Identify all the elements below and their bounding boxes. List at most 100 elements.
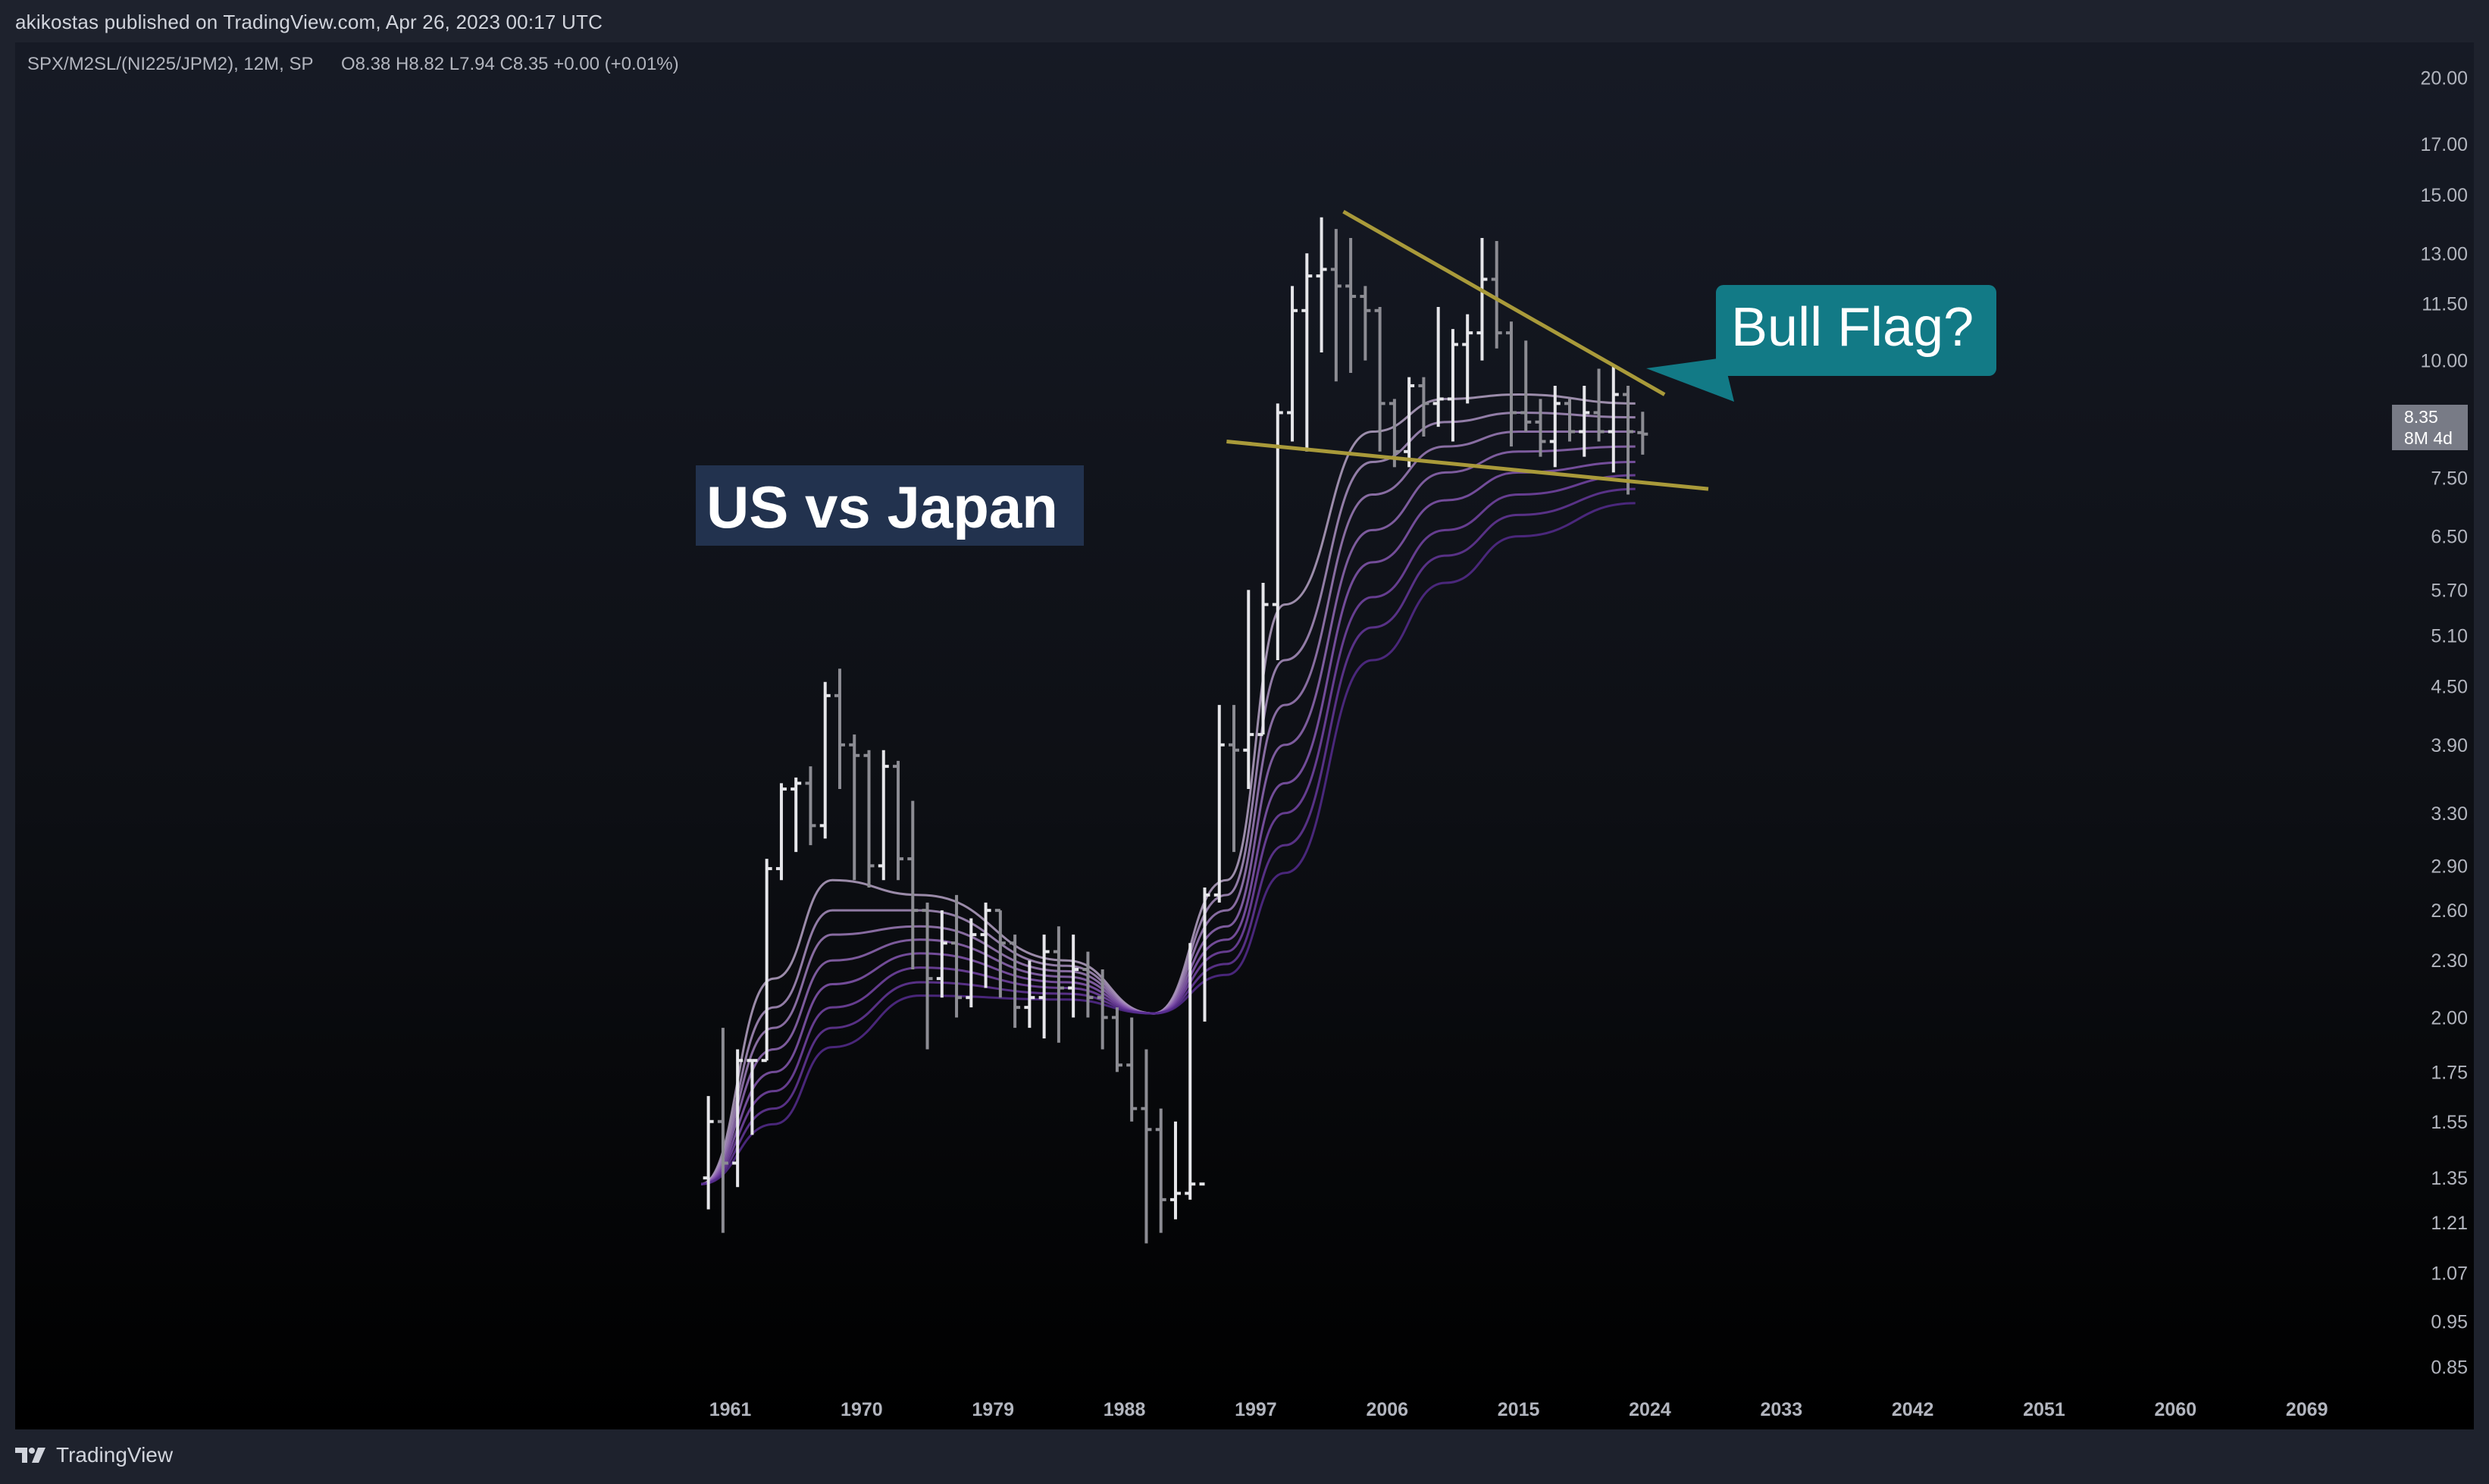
x-axis[interactable]: 1961 1970 1979 1988 1997 2006 2015 2024 2033 2042… xyxy=(709,1399,2328,1420)
price-tag-value: 8.35 xyxy=(2404,407,2438,427)
trendlines[interactable] xyxy=(1226,210,1709,491)
price-chart[interactable]: SPX/M2SL/(NI225/JPM2), 12M, SP O8.38 H8.8… xyxy=(15,42,2474,1429)
y-tick-label: 5.70 xyxy=(2431,580,2468,601)
ma-line xyxy=(700,445,1636,1185)
ohlc-bar xyxy=(1213,705,1225,903)
ohlc-bars xyxy=(703,217,1648,1244)
y-tick-label: 10.00 xyxy=(2420,351,2468,372)
ohlc-bar xyxy=(1462,314,1473,404)
y-axis[interactable]: 20.00 17.00 15.00 13.00 11.50 10.00 7.50 6.50 5.… xyxy=(2420,67,2468,1378)
title-text: US vs Japan xyxy=(706,474,1058,540)
ohlc-bar xyxy=(1155,1108,1166,1233)
ohlc-bar xyxy=(1257,583,1269,737)
ohlc-bar xyxy=(1330,229,1342,382)
ohlc-bar xyxy=(922,902,933,1050)
ohlc-bar xyxy=(893,760,904,881)
ma-line xyxy=(700,474,1636,1185)
ma-line xyxy=(700,487,1636,1185)
ohlc-bar xyxy=(1360,286,1371,361)
legend-ohlc: O8.38 H8.82 L7.94 C8.35 +0.00 (+0.01%) xyxy=(341,54,679,74)
y-tick-label: 11.50 xyxy=(2422,293,2468,315)
x-tick-label: 2042 xyxy=(1892,1399,1934,1420)
ohlc-bar xyxy=(1623,385,1634,495)
y-tick-label: 13.00 xyxy=(2420,243,2468,265)
x-tick-label: 2024 xyxy=(1629,1399,1671,1420)
ohlc-bar xyxy=(1169,1121,1181,1219)
x-tick-label: 2060 xyxy=(2155,1399,2197,1420)
ohlc-bar xyxy=(994,909,1006,998)
x-tick-label: 2051 xyxy=(2023,1399,2065,1420)
ohlc-bar xyxy=(1637,412,1648,455)
trendline[interactable] xyxy=(1342,210,1666,396)
ohlc-bar xyxy=(966,918,977,1008)
callout-annotation[interactable]: Bull Flag? xyxy=(1646,285,1996,402)
ma-line xyxy=(700,502,1636,1185)
y-tick-label: 3.30 xyxy=(2431,803,2468,825)
ohlc-bar xyxy=(1520,340,1532,432)
y-tick-label: 1.55 xyxy=(2431,1112,2468,1133)
ohlc-bar xyxy=(1579,385,1590,457)
ma-line xyxy=(700,411,1636,1185)
ohlc-bar xyxy=(791,777,802,853)
ohlc-bar xyxy=(849,734,860,881)
chart-area[interactable]: SPX/M2SL/(NI225/JPM2), 12M, SP O8.38 H8.8… xyxy=(15,42,2474,1429)
ohlc-bar xyxy=(1038,935,1050,1039)
trendline[interactable] xyxy=(1226,440,1709,491)
tradingview-logo-icon xyxy=(15,1448,45,1463)
ohlc-bar xyxy=(1491,240,1502,349)
ohlc-bar xyxy=(1418,377,1429,437)
y-tick-label: 2.30 xyxy=(2431,950,2468,972)
y-tick-label: 5.10 xyxy=(2431,625,2468,647)
x-tick-label: 2033 xyxy=(1760,1399,1802,1420)
y-tick-label: 0.85 xyxy=(2431,1357,2468,1378)
y-tick-label: 7.50 xyxy=(2431,468,2468,490)
ohlc-bar xyxy=(1111,1007,1122,1072)
y-tick-label: 3.90 xyxy=(2431,735,2468,756)
x-tick-label: 2006 xyxy=(1366,1399,1408,1420)
y-tick-label: 4.50 xyxy=(2431,677,2468,698)
ohlc-bar xyxy=(1505,321,1517,447)
ohlc-bar xyxy=(1316,217,1327,352)
title-annotation[interactable]: US vs Japan xyxy=(696,465,1084,546)
ohlc-bar xyxy=(980,902,991,988)
ohlc-bar xyxy=(1243,590,1254,790)
x-tick-label: 2069 xyxy=(2286,1399,2328,1420)
ohlc-bar xyxy=(1199,887,1210,1186)
x-tick-label: 2015 xyxy=(1498,1399,1540,1420)
ohlc-bar xyxy=(1185,943,1196,1200)
ohlc-bar xyxy=(819,681,831,839)
x-tick-label: 1970 xyxy=(841,1399,883,1420)
ohlc-bar xyxy=(1593,368,1605,442)
publish-info: akikostas published on TradingView.com, … xyxy=(15,11,603,33)
ohlc-bar xyxy=(1404,377,1415,468)
y-tick-label: 6.50 xyxy=(2431,527,2468,548)
ohlc-bar xyxy=(1301,253,1313,452)
y-tick-label: 2.00 xyxy=(2431,1007,2468,1028)
ohlc-bar xyxy=(936,910,947,998)
legend-symbol: SPX/M2SL/(NI225/JPM2), 12M, SP xyxy=(27,54,313,74)
price-tag-box xyxy=(2392,405,2468,450)
y-tick-label: 1.21 xyxy=(2431,1213,2468,1234)
ohlc-bar xyxy=(805,766,816,846)
ohlc-bar xyxy=(1476,237,1488,361)
ohlc-bar xyxy=(1564,399,1576,442)
y-tick-label: 17.00 xyxy=(2420,134,2468,155)
ohlc-bar xyxy=(1082,951,1094,1018)
y-tick-label: 1.07 xyxy=(2431,1263,2468,1284)
ohlc-bar xyxy=(1549,385,1561,468)
ohlc-bar xyxy=(1024,960,1035,1028)
tradingview-logo[interactable]: TradingView xyxy=(15,1443,173,1467)
callout-text: Bull Flag? xyxy=(1731,297,1974,358)
ohlc-bar xyxy=(863,750,875,888)
ohlc-bar xyxy=(1068,935,1079,1018)
ohlc-bar xyxy=(1535,399,1546,457)
y-tick-label: 20.00 xyxy=(2420,67,2468,89)
ohlc-bar xyxy=(761,859,772,1063)
x-tick-label: 1988 xyxy=(1104,1399,1146,1420)
ohlc-bar xyxy=(1447,329,1458,442)
ma-line xyxy=(700,430,1636,1185)
publish-bar: akikostas published on TradingView.com, … xyxy=(0,0,2489,42)
ohlc-bar xyxy=(951,894,963,1018)
ohlc-bar xyxy=(732,1049,744,1188)
